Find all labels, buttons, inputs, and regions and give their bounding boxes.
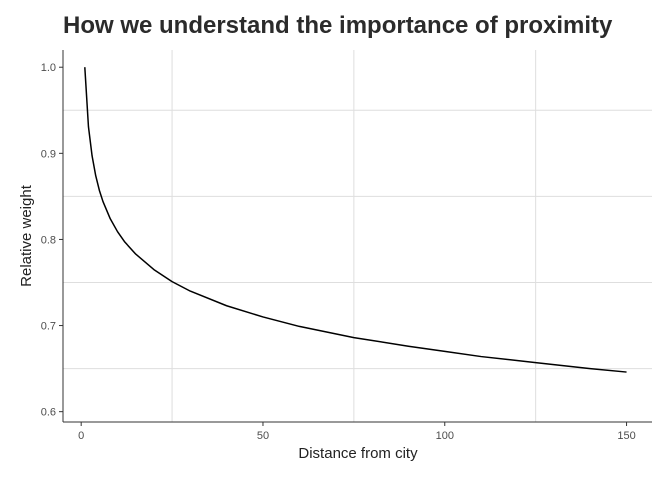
- x-tick-label: 0: [78, 430, 84, 442]
- axes: [62, 50, 652, 423]
- series-layer: [84, 67, 627, 373]
- x-tick-label: 50: [257, 430, 269, 442]
- y-tick-label: 0.6: [41, 407, 56, 419]
- y-tick-label: 0.9: [41, 148, 56, 160]
- y-tick-label: 0.7: [41, 321, 56, 333]
- y-tick-label: 1.0: [41, 62, 56, 74]
- x-axis-title: Distance from city: [298, 445, 418, 462]
- x-tick-label: 150: [617, 430, 635, 442]
- ticks: 0 50 100 150 0.6 0.7 0.8 0.9 1.0: [41, 62, 636, 442]
- y-axis-title: Relative weight: [18, 184, 35, 287]
- x-tick-label: 100: [436, 430, 454, 442]
- chart-title: How we understand the importance of prox…: [63, 12, 613, 39]
- series-line: [84, 67, 627, 373]
- y-tick-label: 0.8: [41, 234, 56, 246]
- grid-lines: [63, 50, 652, 422]
